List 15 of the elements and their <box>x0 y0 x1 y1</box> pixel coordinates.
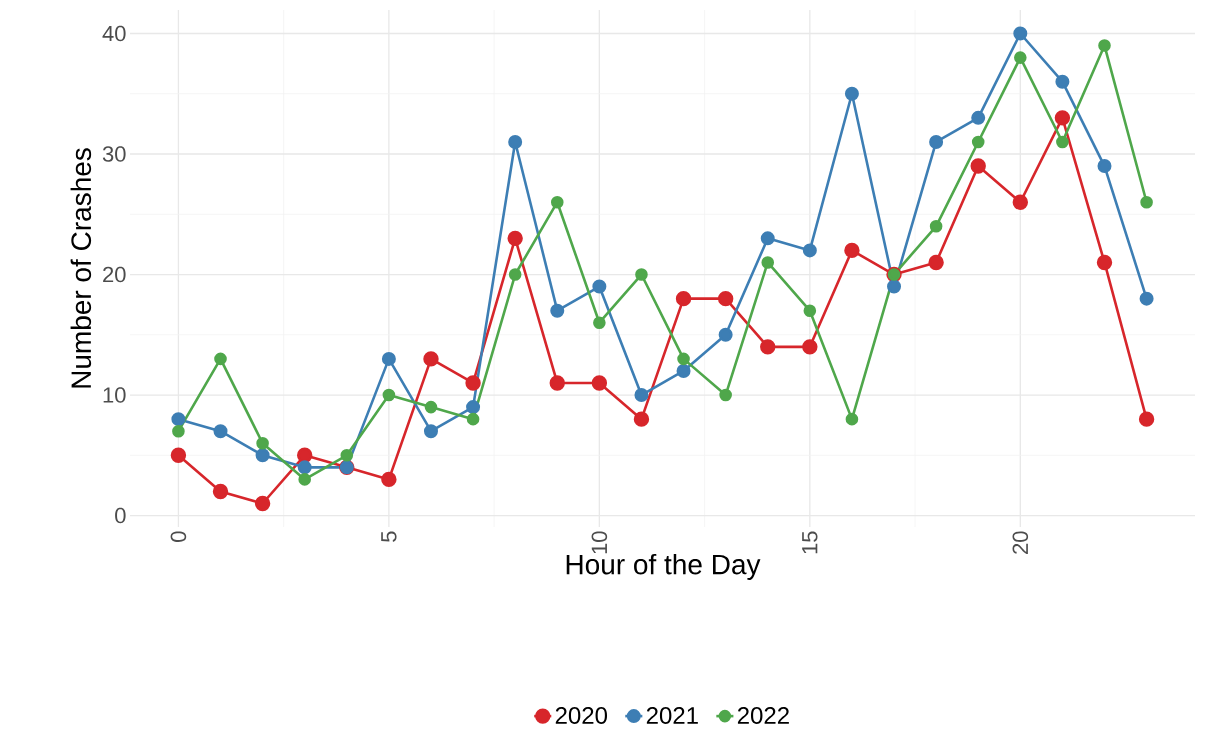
y-tick-label: 40 <box>102 25 126 42</box>
x-tick-label: 20 <box>1012 531 1029 554</box>
legend-label: 2021 <box>646 706 698 724</box>
y-tick-label: 10 <box>103 387 126 403</box>
y-tick-label: 30 <box>102 146 126 162</box>
x-tick-label: 10 <box>591 531 608 554</box>
y-axis-title: Number of Crashes <box>70 148 92 388</box>
legend-label: 2022 <box>737 706 789 724</box>
y-tick-label: 20 <box>103 266 126 283</box>
legend-label: 2020 <box>555 706 608 724</box>
x-tick-label: 15 <box>802 531 818 554</box>
x-axis-title: Hour of the Day <box>566 553 761 580</box>
y-tick-label: 0 <box>115 507 126 524</box>
x-tick-label: 0 <box>170 531 187 542</box>
x-tick-label: 5 <box>381 531 397 542</box>
